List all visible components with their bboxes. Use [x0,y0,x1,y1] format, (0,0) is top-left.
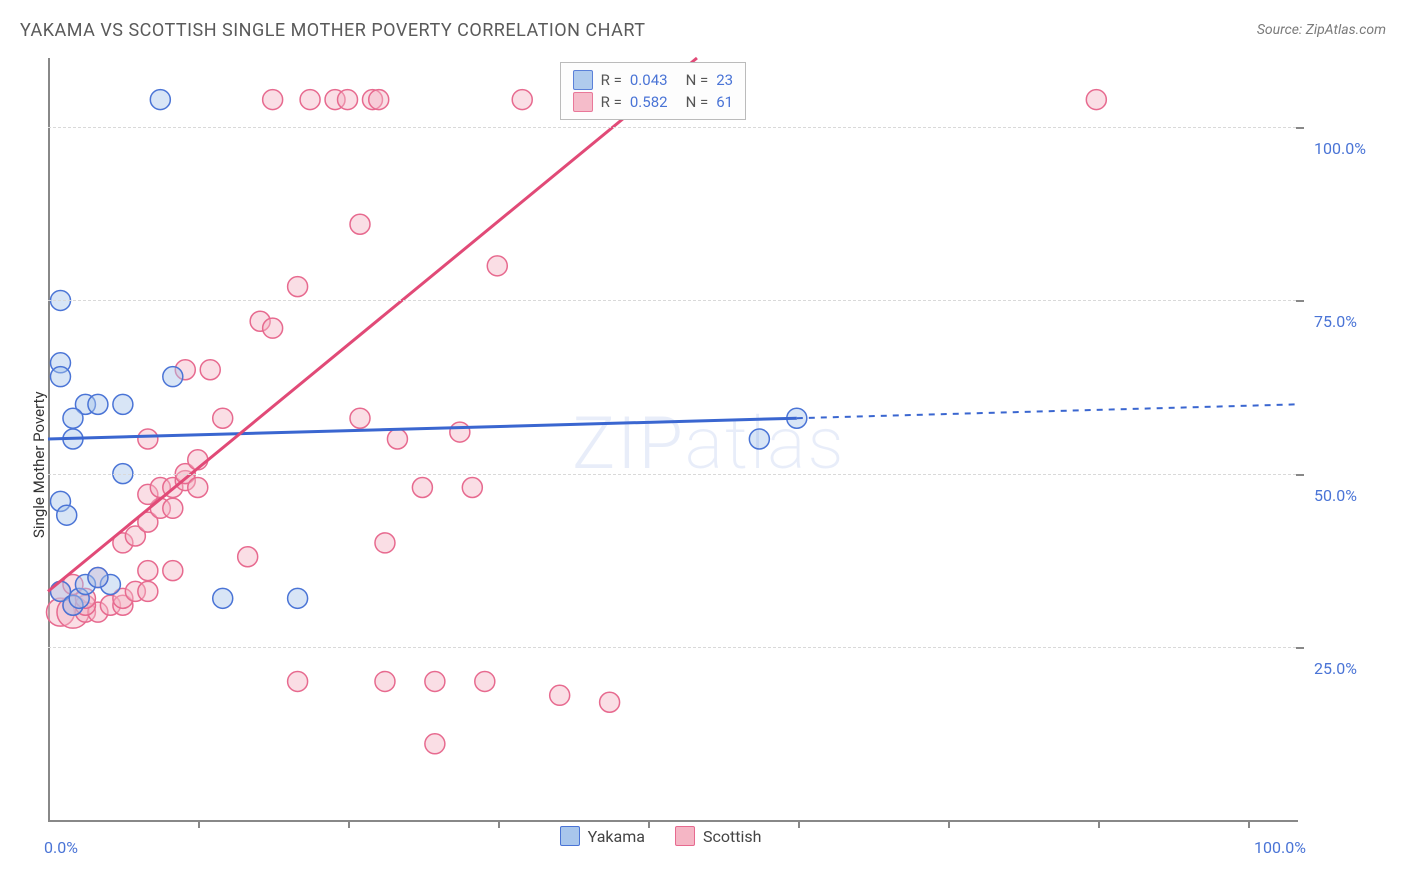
y-tick-label: 25.0% [1314,659,1357,678]
y-tick-mark [1296,127,1304,129]
gridline [48,474,1296,475]
stat-r-value: 0.043 [630,69,668,91]
x-tick-mark [948,820,950,828]
y-axis-label: Single Mother Poverty [30,391,48,538]
stat-n-label: N = [686,69,709,91]
source-attribution: Source: ZipAtlas.com [1257,22,1386,38]
legend-label: Yakama [588,827,645,846]
x-tick-mark [348,820,350,828]
x-tick-label: 100.0% [1254,838,1306,857]
legend-swatch [560,826,580,846]
stats-legend: R = 0.043 N = 23 R = 0.582 N = 61 [560,62,746,120]
stat-r-value: 0.582 [630,91,668,113]
x-tick-mark [798,820,800,828]
legend-item: Scottish [675,826,761,846]
stat-n-label: N = [686,91,709,113]
stat-r-label: R = [601,91,622,113]
gridline [48,647,1296,648]
x-tick-mark [1098,820,1100,828]
stats-legend-row: R = 0.582 N = 61 [573,91,733,113]
y-tick-label: 75.0% [1314,312,1357,331]
stat-n-value: 61 [716,91,733,113]
chart-title: YAKAMA VS SCOTTISH SINGLE MOTHER POVERTY… [20,20,646,41]
y-tick-label: 100.0% [1314,139,1366,158]
y-tick-label: 50.0% [1314,486,1357,505]
x-tick-mark [498,820,500,828]
y-tick-mark [1296,300,1304,302]
y-tick-mark [1296,474,1304,476]
stats-legend-row: R = 0.043 N = 23 [573,69,733,91]
x-tick-label: 0.0% [44,838,78,857]
legend-swatch [675,826,695,846]
x-tick-mark [1248,820,1250,828]
plot-area [48,58,1298,822]
y-tick-mark [1296,647,1304,649]
legend-swatch [573,70,593,90]
legend-swatch [573,92,593,112]
legend-item: Yakama [560,826,645,846]
gridline [48,127,1296,128]
x-tick-mark [198,820,200,828]
stat-r-label: R = [601,69,622,91]
stat-n-value: 23 [716,69,733,91]
series-legend: Yakama Scottish [560,826,762,846]
legend-label: Scottish [703,827,761,846]
gridline [48,300,1296,301]
x-tick-mark [648,820,650,828]
